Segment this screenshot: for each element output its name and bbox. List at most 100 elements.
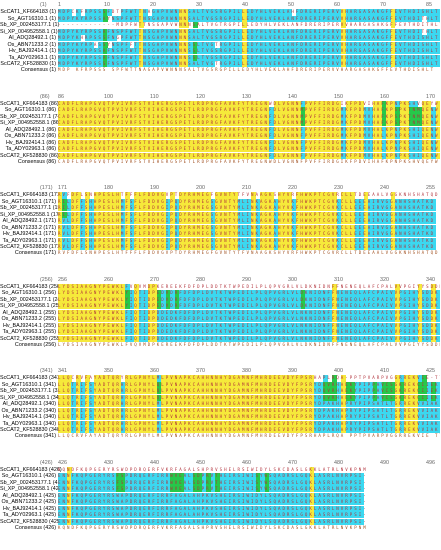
sequence-residues: RVFDFLSNHPESLHTFFFLFDDVGVPTDYRHMEGFGVNTY… (58, 192, 440, 198)
residue-cell (156, 9, 162, 16)
residue-cell (165, 35, 171, 42)
residue-cell (359, 41, 364, 48)
residue-cell (71, 61, 77, 68)
residue-cell (372, 100, 378, 108)
residue-cell (71, 100, 77, 108)
sequence-label: ScCAT2_KF528830 (255) (0, 336, 62, 342)
residue-cell (228, 100, 234, 108)
residue-cell (255, 41, 261, 48)
residue-cell (215, 35, 220, 42)
sequence-residues: LLQTRIFSYADTQRHRLGPNYLMLPVNAPKCAHHNNHYDG… (58, 401, 440, 407)
residue-cell (278, 15, 283, 23)
residue-cell (120, 113, 126, 120)
residue-cell (426, 54, 432, 61)
residue-cell (93, 28, 99, 35)
residue-cell (404, 28, 409, 35)
residue-cell (255, 107, 261, 114)
residue-cell (71, 15, 77, 23)
residue-cell (192, 28, 198, 35)
residue-cell (179, 28, 185, 35)
residue-cell (413, 48, 418, 55)
residue-cell (381, 35, 387, 42)
residue-cell (143, 100, 149, 108)
residue-cell (71, 48, 77, 55)
residue-cell (188, 100, 194, 108)
sequence-label: ScCAT1_KF664183 (86) (0, 100, 59, 107)
sequence-name: ScCAT1_KF664183 (0, 100, 48, 107)
ruler-tick-label: 50 (288, 2, 294, 8)
ruler-tick-label: 300 (288, 276, 297, 283)
residue-cell (246, 48, 252, 55)
residue-cell (336, 35, 342, 42)
sequence-label: ScCAT1_KF664183 (341) (0, 375, 62, 381)
residue-cell (255, 113, 261, 120)
residue-cell (179, 61, 185, 68)
residue-cell (426, 41, 432, 48)
ruler-start-label: (86) (40, 93, 50, 100)
residue-cell (273, 41, 279, 48)
residue-cell (143, 48, 149, 55)
residue-cell (129, 48, 135, 55)
residue-cell (129, 28, 135, 35)
residue-cell (152, 120, 158, 127)
residue-cell (233, 35, 238, 42)
sequence-label: AI_ADQ28492.1 (340) (0, 401, 56, 407)
residue-cell (327, 41, 333, 48)
residue-cell (129, 9, 135, 16)
residue-cell (422, 107, 427, 114)
residue-cell (287, 107, 292, 114)
residue-cell (62, 9, 68, 16)
residue-cell (228, 15, 234, 23)
residue-cell (350, 48, 355, 55)
sequence-residues: LLQTRIFSYADTQRHRLGPNYLMLPVNAPKCAHHNNHYDG… (58, 427, 440, 432)
sequence-offset: (255) (43, 309, 56, 316)
sequence-name: Sb_XP_002453177.1 (0, 296, 52, 303)
residue-cell (80, 41, 86, 48)
residue-cell (98, 41, 104, 48)
residue-cell (174, 54, 180, 61)
sequence-name: Hv_BAJ92414.1 (2, 231, 42, 238)
residue-cell (395, 100, 400, 108)
residue-cell (251, 41, 256, 48)
residue-cell (62, 28, 68, 35)
residue-cell (381, 28, 387, 35)
residue-cell (386, 107, 391, 114)
sequence-name: Sb_XP_002453177.1 (0, 388, 52, 395)
residue-cell (233, 28, 238, 35)
residue-cell (93, 120, 99, 127)
residue-cell (228, 35, 234, 42)
residue-cell (188, 15, 194, 23)
residue-cell (242, 28, 247, 35)
residue-highlight-track (58, 107, 440, 114)
residue-cell (354, 100, 360, 108)
residue-cell (282, 107, 288, 114)
residue-cell (219, 15, 225, 23)
residue-cell (282, 35, 288, 42)
sequence-residues: CADFLRAPGVQTPVIVRFSTVIHERGSPETLRDPRGFAVK… (58, 133, 440, 139)
residue-highlight-track (58, 48, 440, 55)
residue-cell (426, 35, 432, 42)
residue-cell (228, 61, 234, 68)
ruler-tick-label: 425 (426, 368, 435, 374)
residue-cell (197, 113, 202, 120)
residue-cell (188, 107, 194, 114)
residue-cell (161, 9, 167, 16)
sequence-offset: (1) (49, 54, 56, 61)
residue-cell (350, 100, 355, 108)
residue-cell (300, 48, 306, 55)
residue-cell (210, 41, 216, 48)
ruler-tick-label: 256 (58, 276, 67, 283)
residue-cell (206, 35, 211, 42)
sequence-offset: (426) (43, 473, 56, 480)
residue-cell (170, 107, 176, 114)
residue-cell (201, 28, 207, 35)
residue-cell (89, 120, 95, 127)
residue-cell (336, 9, 342, 16)
residue-cell (260, 9, 265, 16)
residue-cell (368, 28, 373, 35)
residue-cell (143, 28, 149, 35)
sequence-label: Hv_BAJ92414.1 (425) (0, 506, 56, 512)
residue-cell (354, 113, 360, 120)
sequence-residues: ENNFKQPGERYRSWAPDRQERFIRRFAGALAHPKVSHEIR… (58, 499, 368, 505)
residue-cell (152, 48, 158, 55)
